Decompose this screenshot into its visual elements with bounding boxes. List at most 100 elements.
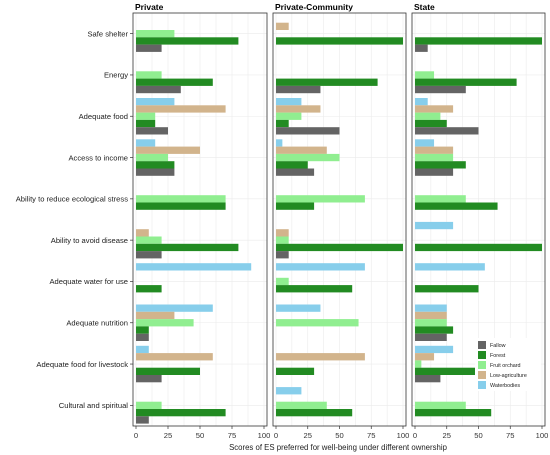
legend-label-low-agriculture: Low-agriculture	[490, 373, 527, 379]
legend-key-low-agriculture	[478, 371, 486, 379]
bar-state-safe-shelter-fallow	[415, 44, 428, 52]
bar-private-safe-shelter-fallow	[136, 44, 162, 52]
bar-private-community-adequate-nutrition-waterbodies	[276, 304, 321, 312]
x-tick-label: 0	[134, 431, 138, 440]
bar-private-community-access-to-income-waterbodies	[276, 139, 283, 147]
bar-private-adequate-nutrition-fruit-orchard	[136, 319, 194, 327]
bar-private-adequate-food-forest	[136, 119, 156, 128]
bar-private-community-access-to-income-forest	[276, 161, 308, 169]
category-label-ability-to-avoid-disease: Ability to avoid disease	[51, 236, 128, 245]
legend-label-waterbodies: Waterbodies	[490, 383, 520, 389]
x-tick-label: 50	[335, 431, 343, 440]
x-tick-label: 25	[164, 431, 172, 440]
bar-private-community-adequate-food-low-agriculture	[276, 105, 321, 113]
bar-private-community-cultural-and-spiritual-fruit-orchard	[276, 401, 327, 409]
bar-private-community-access-to-income-fallow	[276, 168, 315, 176]
bar-private-cultural-and-spiritual-fallow	[136, 416, 149, 424]
bar-private-community-adequate-water-for-use-fruit-orchard	[276, 277, 289, 286]
bar-private-adequate-nutrition-waterbodies	[136, 304, 213, 312]
bar-private-adequate-food-fallow	[136, 127, 168, 135]
bar-state-ability-to-avoid-disease-waterbodies	[415, 221, 454, 230]
bar-state-adequate-food-for-livestock-waterbodies	[415, 345, 454, 354]
category-label-adequate-nutrition: Adequate nutrition	[66, 318, 128, 327]
bar-private-access-to-income-low-agriculture	[136, 146, 200, 154]
bar-private-community-access-to-income-fruit-orchard	[276, 153, 340, 162]
bar-private-access-to-income-fruit-orchard	[136, 153, 168, 162]
bar-state-adequate-water-for-use-waterbodies	[415, 263, 485, 271]
bar-private-community-adequate-food-forest	[276, 119, 289, 128]
bar-private-adequate-water-for-use-waterbodies	[136, 263, 252, 271]
category-label-access-to-income: Access to income	[68, 153, 128, 162]
bar-private-ability-to-reduce-ecological-stress-forest	[136, 202, 226, 210]
bar-state-cultural-and-spiritual-forest	[415, 409, 492, 417]
bar-private-community-adequate-food-fruit-orchard	[276, 112, 302, 120]
category-label-ability-to-reduce-ecological-stress: Ability to reduce ecological stress	[16, 195, 128, 204]
bar-state-adequate-food-low-agriculture	[415, 105, 454, 113]
bar-private-adequate-food-for-livestock-low-agriculture	[136, 353, 213, 361]
legend-key-fruit-orchard	[478, 361, 486, 369]
bar-state-ability-to-reduce-ecological-stress-forest	[415, 202, 498, 210]
bar-private-adequate-food-waterbodies	[136, 98, 175, 106]
bar-state-adequate-food-forest	[415, 119, 447, 128]
bar-private-adequate-water-for-use-forest	[136, 285, 162, 293]
x-tick-label: 25	[443, 431, 451, 440]
bar-private-adequate-nutrition-fallow	[136, 333, 149, 341]
bar-private-access-to-income-waterbodies	[136, 139, 156, 147]
x-tick-label: 0	[413, 431, 417, 440]
bar-private-adequate-food-for-livestock-waterbodies	[136, 345, 149, 354]
bar-private-adequate-food-fruit-orchard	[136, 112, 156, 120]
legend-key-forest	[478, 351, 486, 359]
legend-label-fallow: Fallow	[490, 343, 506, 349]
bar-state-adequate-food-waterbodies	[415, 98, 428, 106]
bar-private-cultural-and-spiritual-forest	[136, 409, 226, 417]
bar-private-adequate-food-for-livestock-forest	[136, 367, 200, 375]
bar-private-ability-to-avoid-disease-fruit-orchard	[136, 236, 162, 244]
bar-state-access-to-income-forest	[415, 161, 466, 169]
bar-private-community-ability-to-avoid-disease-forest	[276, 243, 403, 252]
category-label-adequate-water-for-use: Adequate water for use	[49, 277, 128, 286]
bar-state-energy-forest	[415, 78, 517, 86]
bar-state-adequate-food-for-livestock-fallow	[415, 375, 441, 383]
bar-state-access-to-income-fallow	[415, 168, 454, 176]
x-tick-label: 50	[474, 431, 482, 440]
x-tick-label: 75	[228, 431, 236, 440]
panel-state: State 0 25 50 75 100	[411, 2, 548, 440]
category-label-adequate-food: Adequate food	[79, 112, 128, 121]
facet-panels: Private 0 25 50 75 100 Private-Community 0 25 50 7…	[132, 2, 548, 440]
bar-state-adequate-nutrition-low-agriculture	[415, 311, 447, 320]
category-label-safe-shelter: Safe shelter	[87, 29, 128, 38]
bar-private-community-adequate-food-for-livestock-forest	[276, 367, 315, 375]
bar-state-ability-to-reduce-ecological-stress-fruit-orchard	[415, 195, 466, 203]
bar-private-safe-shelter-forest	[136, 37, 239, 45]
legend-key-waterbodies	[478, 381, 486, 389]
bar-state-adequate-food-fruit-orchard	[415, 112, 441, 120]
bar-private-community-safe-shelter-low-agriculture	[276, 22, 289, 30]
panel-private: Private 0 25 50 75 100	[132, 2, 270, 440]
legend-key-fallow	[478, 341, 486, 349]
bar-private-adequate-food-for-livestock-fallow	[136, 375, 162, 383]
bar-private-community-cultural-and-spiritual-forest	[276, 409, 353, 417]
bar-private-community-adequate-water-for-use-forest	[276, 285, 353, 293]
bar-private-ability-to-avoid-disease-low-agriculture	[136, 229, 149, 237]
bar-private-community-energy-forest	[276, 78, 378, 86]
bar-state-adequate-nutrition-forest	[415, 326, 454, 334]
bar-private-energy-fruit-orchard	[136, 71, 162, 79]
bar-private-energy-fallow	[136, 85, 181, 94]
x-tick-label: 0	[274, 431, 278, 440]
x-tick-label: 100	[397, 431, 410, 440]
legend: Fallow Forest Fruit orchard Low-agriculture…	[475, 338, 541, 391]
category-label-energy: Energy	[104, 71, 128, 80]
bar-private-cultural-and-spiritual-fruit-orchard	[136, 401, 162, 409]
legend-label-forest: Forest	[490, 353, 506, 359]
bar-private-community-cultural-and-spiritual-waterbodies	[276, 387, 302, 395]
category-label-adequate-food-for-livestock: Adequate food for livestock	[36, 360, 128, 369]
bar-state-cultural-and-spiritual-fruit-orchard	[415, 401, 466, 409]
bar-private-access-to-income-forest	[136, 161, 175, 169]
bar-private-access-to-income-fallow	[136, 168, 175, 176]
bar-private-community-adequate-nutrition-fruit-orchard	[276, 319, 359, 327]
bar-private-community-adequate-water-for-use-waterbodies	[276, 263, 365, 271]
bar-private-community-ability-to-reduce-ecological-stress-fruit-orchard	[276, 195, 365, 203]
category-label-cultural-and-spiritual: Cultural and spiritual	[59, 401, 129, 410]
bar-state-energy-fruit-orchard	[415, 71, 435, 79]
